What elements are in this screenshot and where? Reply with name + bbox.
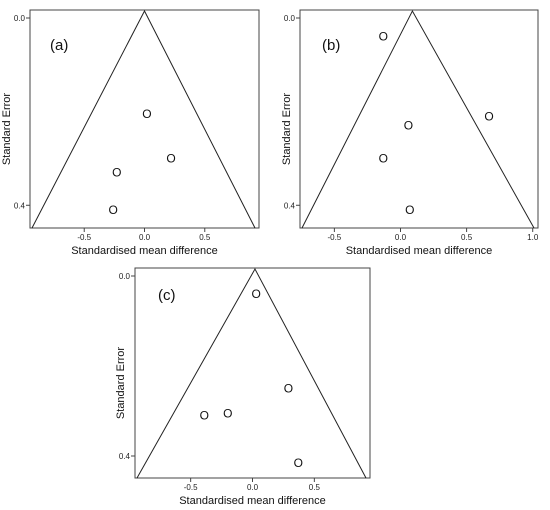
study-point-5: O [405,203,414,217]
x-axis-title: Standardised mean difference [346,245,493,257]
x-tick-label: -0.5 [327,233,341,242]
x-tick-label: 0.0 [139,233,151,242]
funnel-limits [31,9,256,229]
y-tick-label: 0.0 [284,14,296,23]
panel-label: (b) [322,37,340,54]
study-point-5: O [294,456,303,470]
study-point-1: O [379,30,388,44]
panel-label: (a) [50,37,68,54]
y-axis-title: Standard Error [1,93,13,165]
x-tick-label: 0.5 [309,483,321,492]
y-tick-label: 0.4 [284,201,296,210]
y-tick-label: 0.4 [119,452,131,461]
plot-frame [299,9,539,229]
x-tick-label: 0.5 [461,233,473,242]
y-tick-label: 0.4 [14,201,26,210]
study-point-4: O [200,409,209,423]
funnel-plot-panel-1: 0.0 0.4 -0.5 0.0 0.5 Standardised mean differ… [1,9,260,257]
x-axis-title: Standardised mean difference [179,495,326,507]
study-point-1: O [252,287,261,301]
x-axis-title: Standardised mean difference [71,245,218,257]
x-tick-label: -0.5 [77,233,91,242]
funnel-plot-panel-2: 0.0 0.4 -0.5 0.0 0.5 1.0 Standardised mean dif… [281,9,539,257]
x-tick-label: 0.5 [199,233,211,242]
y-tick-label: 0.0 [14,14,26,23]
x-tick-label: -0.5 [184,483,198,492]
funnel-limits [136,267,367,479]
x-tick-label: 1.0 [527,233,539,242]
study-point-4: O [108,203,117,217]
study-point-3: O [404,119,413,133]
y-tick-label: 0.0 [119,272,131,281]
panel-label: (c) [158,287,176,304]
x-tick-label: 0.0 [247,483,259,492]
y-axis-title: Standard Error [281,93,293,165]
funnel-plot-panel-3: 0.0 0.4 -0.5 0.0 0.5 Standardised mean differ… [115,267,371,507]
study-point-2: O [284,382,293,396]
study-point-4: O [379,151,388,165]
study-point-3: O [112,166,121,180]
study-point-2: O [166,151,175,165]
study-point-3: O [223,406,232,420]
study-point-1: O [142,107,151,121]
x-tick-label: 0.0 [395,233,407,242]
funnel-limits [301,9,535,229]
study-point-2: O [484,109,493,123]
y-axis-title: Standard Error [115,347,127,419]
